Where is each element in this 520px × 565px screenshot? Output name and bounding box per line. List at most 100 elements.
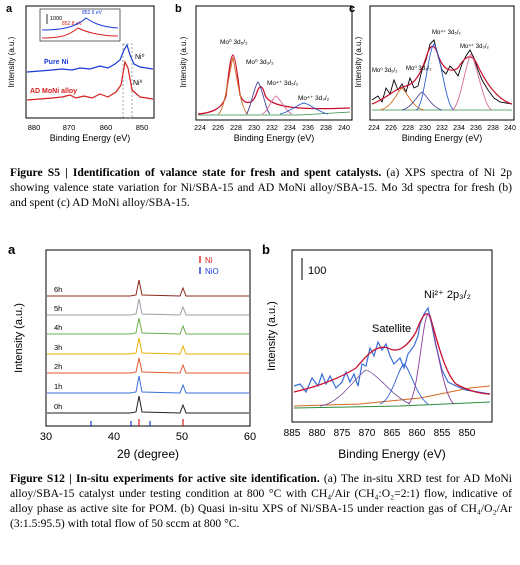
background-curve	[293, 385, 491, 407]
ad-moni-curve	[26, 60, 154, 101]
trace-label: 2h	[54, 362, 62, 371]
panel-letter: b	[175, 3, 182, 15]
s12-panel-a: a Intensity (a.u.) 2θ (degree) 30 40 50 …	[8, 242, 256, 461]
scale-label: 1000	[50, 16, 62, 22]
x-ticks: 224 226 228 230 232 234 236 238 240	[368, 125, 516, 132]
x-tick-label: 880	[28, 123, 41, 132]
x-tick-label: 240	[338, 125, 350, 132]
y-axis-label: Intensity (a.u.)	[354, 36, 363, 87]
x-tick-label: 30	[40, 431, 52, 443]
panel-letter: a	[6, 3, 13, 15]
peak-label: Mo⁰ 3d₅/₂	[220, 38, 248, 46]
y-axis-label: Intensity (a.u.)	[13, 303, 25, 373]
trace-label: 3h	[54, 343, 62, 352]
x-tick-label: 234	[453, 125, 465, 132]
peak-label: Ni²⁺ 2p₃/₂	[424, 289, 471, 301]
peak-label: Mo⁴⁺ 3d₅/₂	[267, 80, 299, 87]
plot-frame	[45, 249, 251, 427]
x-tick-label: 60	[244, 431, 256, 443]
pure-ni-curve	[26, 43, 154, 73]
figure-s5-caption: Figure S5 | Identification of valance st…	[10, 165, 512, 210]
mo0-3d52-component	[379, 87, 425, 111]
satellite-component	[319, 369, 411, 407]
x-axis-label: Binding Energy (eV)	[50, 133, 131, 143]
x-tick-label: 226	[212, 125, 224, 132]
plot-frame	[195, 5, 353, 121]
caption-title: Figure S12 | In-situ experiments for act…	[10, 472, 320, 485]
mo4-3d32-component	[279, 102, 329, 115]
x-tick-label: 228	[402, 125, 414, 132]
x-tick-label: 236	[302, 125, 314, 132]
plot-frame	[369, 5, 515, 121]
s5-panel-b: b Intensity (a.u.) Binding Energy (eV) 2…	[175, 3, 353, 143]
trace-2h	[47, 357, 249, 374]
mo4-3d32-component	[451, 53, 493, 111]
x-ticks: 885 880 875 870 865 860 855 850	[284, 428, 476, 439]
x-tick-label: 238	[487, 125, 499, 132]
scale-label: 100	[308, 265, 326, 277]
ni2-component	[407, 313, 455, 405]
x-axis-label: Binding Energy (eV)	[338, 447, 445, 461]
y-axis-label: Intensity (a.u.)	[7, 36, 16, 87]
pure-ni-label: Pure Ni	[44, 59, 69, 66]
inset-peak-top: 852.6 eV	[82, 10, 103, 16]
xrd-traces	[47, 279, 249, 414]
x-tick-label: 40	[108, 431, 120, 443]
peak-label: Mo⁰ 3d₃/₂	[406, 65, 432, 72]
baseline-curve	[198, 111, 351, 116]
trace-label: 1h	[54, 382, 62, 391]
trace-label: 6h	[54, 285, 62, 294]
peak-label-upper: Ni⁰	[135, 53, 145, 61]
figure-s5-panels: a Intensity (a.u.) Binding Energy (eV) 8…	[6, 3, 516, 143]
x-axis-label: Binding Energy (eV)	[402, 133, 483, 143]
x-tick-label: 880	[309, 428, 326, 439]
plot-frame	[291, 249, 493, 423]
figure-s12-caption: Figure S12 | In-situ experiments for act…	[10, 471, 512, 531]
inset-curve-red	[41, 27, 119, 39]
x-tick-label: 224	[194, 125, 206, 132]
trace-label: 0h	[54, 402, 62, 411]
trace-1h	[47, 375, 249, 394]
x-tick-label: 855	[434, 428, 451, 439]
s5-panel-a: a Intensity (a.u.) Binding Energy (eV) 8…	[6, 3, 155, 143]
peak-label: Mo⁴⁺ 3d₅/₂	[432, 29, 462, 36]
trace-label: 5h	[54, 304, 62, 313]
x-tick-label: 224	[368, 125, 380, 132]
mo4-3d52-component	[415, 43, 455, 111]
x-tick-label: 50	[176, 431, 188, 443]
x-tick-label: 875	[334, 428, 351, 439]
fit-envelope-curve	[293, 313, 491, 395]
caption-body: (a) XPS spectra of Ni 2p showing valence…	[10, 166, 512, 209]
x-tick-label: 230	[419, 125, 431, 132]
x-tick-label: 238	[320, 125, 332, 132]
plot-frame	[25, 5, 155, 119]
x-tick-label: 860	[100, 123, 113, 132]
satellite-label: Satellite	[372, 323, 411, 335]
x-tick-label: 850	[136, 123, 149, 132]
x-axis-label: 2θ (degree)	[117, 447, 179, 461]
mo0-3d52-component	[217, 56, 249, 115]
s5-panel-c: c Intensity (a.u.) Binding Energy (eV) 2…	[349, 3, 516, 143]
mo0-3d32-component	[245, 81, 271, 115]
mo4-3d52-component	[261, 95, 293, 115]
x-tick-label: 232	[436, 125, 448, 132]
x-tick-label: 860	[409, 428, 426, 439]
x-tick-label: 870	[359, 428, 376, 439]
legend-nio-label: NiO	[205, 267, 219, 276]
peak-label-lower: Ni⁰	[133, 79, 143, 87]
x-tick-label: 236	[470, 125, 482, 132]
trace-6h	[47, 279, 249, 297]
x-ticks: 224 226 228 230 232 234 236 238 240	[194, 125, 350, 132]
peak-label: Mo⁴⁺ 3d₃/₂	[460, 43, 490, 50]
x-tick-label: 865	[384, 428, 401, 439]
x-tick-label: 240	[504, 125, 516, 132]
mo0-3d32-component	[401, 91, 443, 111]
satellite-component-2	[379, 363, 429, 405]
figure-s12: a Intensity (a.u.) 2θ (degree) 30 40 50 …	[0, 236, 520, 471]
peak-label: Mo⁴⁺ 3d₃/₂	[298, 95, 330, 102]
y-axis-label: Intensity (a.u.)	[266, 301, 278, 371]
highlight-box	[122, 43, 133, 119]
x-tick-label: 885	[284, 428, 301, 439]
panel-letter: b	[262, 242, 270, 257]
trace-3h	[47, 337, 249, 355]
